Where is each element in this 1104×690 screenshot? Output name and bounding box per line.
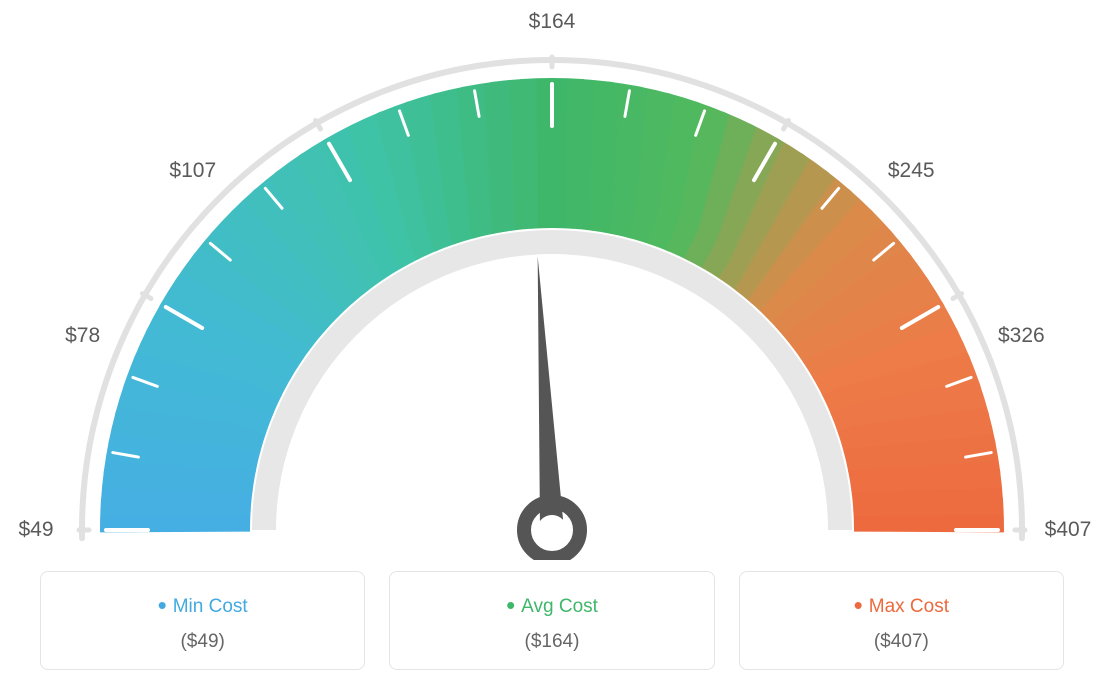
gauge-svg bbox=[0, 0, 1104, 560]
legend-card-max: Max Cost ($407) bbox=[739, 571, 1064, 670]
gauge-tick-label: $245 bbox=[888, 159, 935, 183]
gauge-tick-label: $107 bbox=[169, 159, 216, 183]
legend-avg-value: ($164) bbox=[400, 631, 703, 653]
gauge-area: $49 $78 $107 $164 $245 $326 $407 bbox=[0, 0, 1104, 560]
legend-min-label: Min Cost bbox=[51, 590, 354, 621]
legend-avg-label: Avg Cost bbox=[400, 590, 703, 621]
gauge-tick-label: $407 bbox=[1045, 518, 1092, 542]
gauge-tick-label: $78 bbox=[65, 324, 100, 348]
legend-row: Min Cost ($49) Avg Cost ($164) Max Cost … bbox=[40, 571, 1064, 670]
gauge-tick-label: $49 bbox=[18, 518, 53, 542]
gauge-chart-container: $49 $78 $107 $164 $245 $326 $407 Min Cost ($49… bbox=[0, 0, 1104, 690]
legend-card-avg: Avg Cost ($164) bbox=[389, 571, 714, 670]
legend-card-min: Min Cost ($49) bbox=[40, 571, 365, 670]
legend-min-value: ($49) bbox=[51, 631, 354, 653]
legend-max-value: ($407) bbox=[750, 631, 1053, 653]
legend-max-label: Max Cost bbox=[750, 590, 1053, 621]
gauge-tick-label: $326 bbox=[998, 324, 1045, 348]
gauge-tick-label: $164 bbox=[529, 10, 576, 34]
